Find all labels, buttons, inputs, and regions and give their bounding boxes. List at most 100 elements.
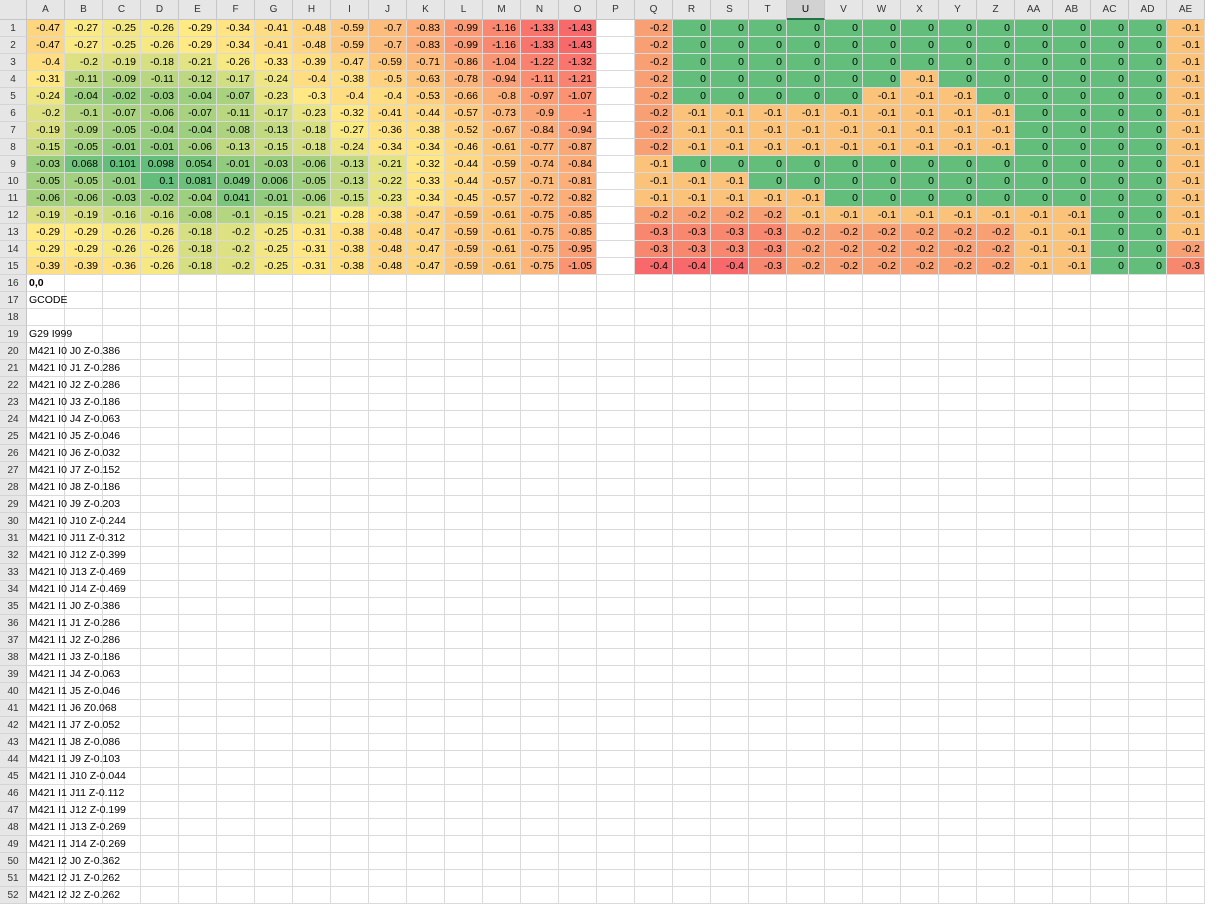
cell-i52[interactable] bbox=[331, 887, 369, 904]
cell-d10[interactable]: 0.1 bbox=[141, 173, 179, 190]
column-header-r[interactable]: R bbox=[673, 0, 711, 20]
cell-i23[interactable] bbox=[331, 394, 369, 411]
cell-y43[interactable] bbox=[939, 734, 977, 751]
cell-g14[interactable]: -0.25 bbox=[255, 241, 293, 258]
cell-a25-text[interactable]: M421 I0 J5 Z-0.046 bbox=[29, 430, 121, 442]
row-header-14[interactable]: 14 bbox=[0, 241, 27, 258]
cell-k52[interactable] bbox=[407, 887, 445, 904]
cell-aa5[interactable]: 0 bbox=[1015, 88, 1053, 105]
cell-m26[interactable] bbox=[483, 445, 521, 462]
cell-g32[interactable] bbox=[255, 547, 293, 564]
cell-v1[interactable]: 0 bbox=[825, 20, 863, 37]
cell-ae31[interactable] bbox=[1167, 530, 1205, 547]
cell-u13[interactable]: -0.2 bbox=[787, 224, 825, 241]
cell-c25[interactable] bbox=[103, 428, 141, 445]
column-header-m[interactable]: M bbox=[483, 0, 521, 20]
cell-h20[interactable] bbox=[293, 343, 331, 360]
cell-i42[interactable] bbox=[331, 717, 369, 734]
cell-p2[interactable] bbox=[597, 37, 635, 54]
cell-b32[interactable] bbox=[65, 547, 103, 564]
cell-u47[interactable] bbox=[787, 802, 825, 819]
row-header-2[interactable]: 2 bbox=[0, 37, 27, 54]
cell-j11[interactable]: -0.23 bbox=[369, 190, 407, 207]
cell-v48[interactable] bbox=[825, 819, 863, 836]
cell-a26-text[interactable]: M421 I0 J6 Z-0.032 bbox=[29, 447, 121, 459]
cell-aa20[interactable] bbox=[1015, 343, 1053, 360]
cell-ae50[interactable] bbox=[1167, 853, 1205, 870]
cell-w33[interactable] bbox=[863, 564, 901, 581]
cell-x39[interactable] bbox=[901, 666, 939, 683]
cell-k13[interactable]: -0.47 bbox=[407, 224, 445, 241]
cell-e11[interactable]: -0.04 bbox=[179, 190, 217, 207]
cell-d32[interactable] bbox=[141, 547, 179, 564]
cell-ad45[interactable] bbox=[1129, 768, 1167, 785]
cell-j35[interactable] bbox=[369, 598, 407, 615]
cell-a30-text[interactable]: M421 I0 J10 Z-0.244 bbox=[29, 515, 126, 527]
cell-u36[interactable] bbox=[787, 615, 825, 632]
cell-p19[interactable] bbox=[597, 326, 635, 343]
cell-ab26[interactable] bbox=[1053, 445, 1091, 462]
cell-s25[interactable] bbox=[711, 428, 749, 445]
cell-d39[interactable] bbox=[141, 666, 179, 683]
cell-aa28[interactable] bbox=[1015, 479, 1053, 496]
column-header-aa[interactable]: AA bbox=[1015, 0, 1053, 20]
cell-u43[interactable] bbox=[787, 734, 825, 751]
row-header-3[interactable]: 3 bbox=[0, 54, 27, 71]
cell-a3[interactable]: -0.4 bbox=[27, 54, 65, 71]
cell-ad20[interactable] bbox=[1129, 343, 1167, 360]
cell-l17[interactable] bbox=[445, 292, 483, 309]
cell-aa16[interactable] bbox=[1015, 275, 1053, 292]
cell-a34[interactable] bbox=[27, 581, 65, 598]
cell-e51[interactable] bbox=[179, 870, 217, 887]
cell-y5[interactable]: -0.1 bbox=[939, 88, 977, 105]
cell-u6[interactable]: -0.1 bbox=[787, 105, 825, 122]
cell-e47[interactable] bbox=[179, 802, 217, 819]
cell-aa29[interactable] bbox=[1015, 496, 1053, 513]
cell-m41[interactable] bbox=[483, 700, 521, 717]
row-header-37[interactable]: 37 bbox=[0, 632, 27, 649]
cell-x7[interactable]: -0.1 bbox=[901, 122, 939, 139]
cell-j29[interactable] bbox=[369, 496, 407, 513]
cell-a41-text[interactable]: M421 I1 J6 Z0.068 bbox=[29, 702, 117, 714]
cell-a1[interactable]: -0.47 bbox=[27, 20, 65, 37]
cell-c1[interactable]: -0.25 bbox=[103, 20, 141, 37]
cell-v31[interactable] bbox=[825, 530, 863, 547]
cell-i31[interactable] bbox=[331, 530, 369, 547]
cell-g50[interactable] bbox=[255, 853, 293, 870]
cell-s45[interactable] bbox=[711, 768, 749, 785]
cell-k1[interactable]: -0.83 bbox=[407, 20, 445, 37]
cell-v45[interactable] bbox=[825, 768, 863, 785]
cell-ab33[interactable] bbox=[1053, 564, 1091, 581]
cell-k34[interactable] bbox=[407, 581, 445, 598]
cell-g43[interactable] bbox=[255, 734, 293, 751]
cell-f7[interactable]: -0.08 bbox=[217, 122, 255, 139]
cell-o16[interactable] bbox=[559, 275, 597, 292]
cell-aa13[interactable]: -0.1 bbox=[1015, 224, 1053, 241]
cell-o44[interactable] bbox=[559, 751, 597, 768]
cell-r35[interactable] bbox=[673, 598, 711, 615]
cell-m2[interactable]: -1.16 bbox=[483, 37, 521, 54]
cell-ae28[interactable] bbox=[1167, 479, 1205, 496]
cell-a37-text[interactable]: M421 I1 J2 Z-0.286 bbox=[29, 634, 121, 646]
cell-q27[interactable] bbox=[635, 462, 673, 479]
cell-u42[interactable] bbox=[787, 717, 825, 734]
cell-z25[interactable] bbox=[977, 428, 1015, 445]
cell-f26[interactable] bbox=[217, 445, 255, 462]
cell-e35[interactable] bbox=[179, 598, 217, 615]
cell-p21[interactable] bbox=[597, 360, 635, 377]
cell-r3[interactable]: 0 bbox=[673, 54, 711, 71]
cell-ab32[interactable] bbox=[1053, 547, 1091, 564]
cell-f38[interactable] bbox=[217, 649, 255, 666]
cell-a21[interactable] bbox=[27, 360, 65, 377]
cell-aa11[interactable]: 0 bbox=[1015, 190, 1053, 207]
cell-q8[interactable]: -0.2 bbox=[635, 139, 673, 156]
cell-ae2[interactable]: -0.1 bbox=[1167, 37, 1205, 54]
cell-o9[interactable]: -0.84 bbox=[559, 156, 597, 173]
cell-q41[interactable] bbox=[635, 700, 673, 717]
cell-aa18[interactable] bbox=[1015, 309, 1053, 326]
cell-i4[interactable]: -0.38 bbox=[331, 71, 369, 88]
cell-s9[interactable]: 0 bbox=[711, 156, 749, 173]
column-header-x[interactable]: X bbox=[901, 0, 939, 20]
cell-n30[interactable] bbox=[521, 513, 559, 530]
cell-q34[interactable] bbox=[635, 581, 673, 598]
